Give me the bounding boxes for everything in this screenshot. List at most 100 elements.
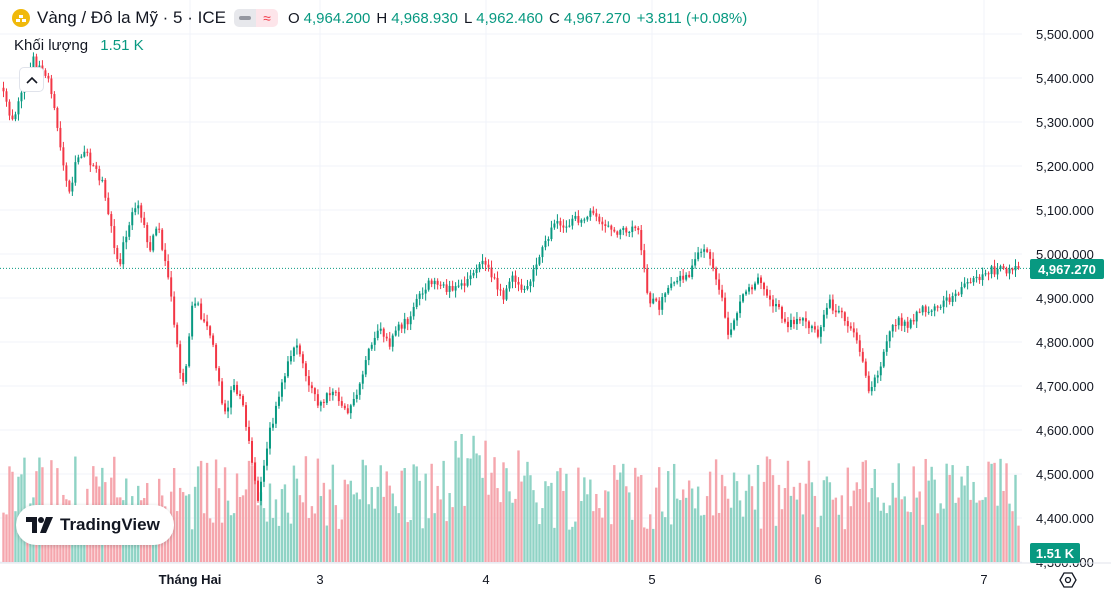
volume-bar (523, 475, 526, 562)
volume-bar (301, 502, 305, 562)
volume-bar (607, 491, 610, 562)
candle-body (457, 285, 460, 287)
candle-body (164, 249, 167, 262)
volume-bar (984, 497, 987, 562)
volume-bar (562, 490, 565, 562)
candle-body (580, 219, 583, 223)
volume-bar (1011, 511, 1014, 562)
volume-bar (295, 478, 299, 562)
volume-bar (756, 464, 760, 562)
time-axis[interactable]: Tháng Hai 3 4 5 6 7 (0, 562, 1111, 587)
candle-body (149, 242, 152, 251)
candle-body (448, 285, 451, 292)
volume-bar (634, 467, 637, 562)
candle-body (496, 277, 499, 290)
symbol-title[interactable]: Vàng / Đô la Mỹ · 5 · ICE (37, 8, 226, 27)
candle-body (325, 393, 328, 403)
candle-body (897, 317, 900, 326)
candle-body (412, 306, 415, 317)
volume-bar (945, 463, 948, 562)
volume-bar (208, 518, 212, 562)
candle-body (454, 286, 457, 291)
candle-body (158, 228, 161, 230)
candle-body (673, 282, 676, 284)
candle-body (92, 165, 95, 167)
volume-bar (705, 496, 709, 562)
candle-body (553, 223, 556, 228)
volume-bar (286, 512, 290, 562)
volume-bar (469, 458, 472, 562)
compare-series-button[interactable]: ≈ (255, 9, 278, 27)
volume-bar (541, 508, 544, 562)
candle-body (807, 321, 810, 329)
candle-body (406, 318, 409, 325)
volume-bar (505, 468, 508, 562)
volume-bar (792, 486, 796, 562)
minus-icon (238, 16, 251, 20)
candle-body (786, 321, 789, 328)
volume-bar (687, 480, 691, 562)
volume-bar (864, 460, 867, 562)
candle-body (382, 328, 385, 337)
volume-bar (391, 493, 394, 562)
volume-bar (613, 465, 616, 562)
price-tick-label: 4,800.000 (1036, 335, 1094, 350)
volume-bar (675, 498, 679, 562)
volume-bar (858, 488, 862, 562)
volume-legend: Khối lượng 1.51 K (14, 37, 144, 54)
collapse-legend-button[interactable] (19, 67, 44, 92)
volume-bar (625, 486, 628, 562)
candle-body (1017, 266, 1020, 269)
grid (0, 0, 1022, 563)
volume-bar (610, 524, 613, 562)
candle-body (122, 242, 125, 265)
volume-bar (819, 515, 823, 562)
candle-body (292, 347, 295, 357)
volume-bar (855, 482, 859, 562)
candle-body (68, 180, 71, 192)
candle-body (316, 394, 319, 406)
candle-body (763, 282, 765, 290)
candle-body (200, 303, 203, 320)
volume-bar (205, 462, 209, 562)
candle-body (337, 392, 340, 402)
tradingview-mark-icon (26, 517, 53, 533)
volume-label[interactable]: Khối lượng (14, 37, 89, 54)
candle-body (813, 326, 816, 330)
volume-bar (358, 499, 361, 562)
candle-body (748, 287, 751, 292)
volume-bar (460, 434, 463, 562)
candle-body (619, 230, 622, 235)
candle-body (206, 321, 209, 327)
candle-body (370, 344, 373, 349)
candle-body (301, 354, 304, 364)
candle-body (999, 266, 1002, 269)
change-value: +3.811 (+0.08%) (636, 9, 748, 27)
price-axis[interactable]: 5,500.000 5,400.000 5,300.000 5,200.000 5,10… (1036, 27, 1094, 570)
candle-body (682, 275, 685, 280)
candle-body (927, 311, 930, 313)
candle-body (128, 225, 131, 237)
volume-bar (622, 463, 625, 562)
chart-settings-button[interactable] (1058, 570, 1078, 590)
volume-bar (508, 491, 511, 562)
candle-body (71, 182, 74, 192)
hide-series-button[interactable] (233, 9, 256, 27)
candle-body (565, 226, 568, 228)
time-tick-label: 3 (316, 572, 323, 587)
volume-bar (349, 480, 353, 562)
series-toggle-group: ≈ (233, 9, 278, 27)
volume-bar (969, 499, 972, 562)
volume-bar (256, 505, 260, 562)
volume-bar (816, 527, 820, 562)
tradingview-logo[interactable]: TradingView (16, 505, 174, 545)
candle-body (840, 310, 843, 313)
volume-bar (574, 521, 577, 562)
volume-bar (954, 502, 957, 562)
candle-body (996, 268, 999, 275)
volume-bar (406, 522, 409, 562)
volume-bar (690, 488, 694, 562)
candle-body (233, 384, 236, 391)
